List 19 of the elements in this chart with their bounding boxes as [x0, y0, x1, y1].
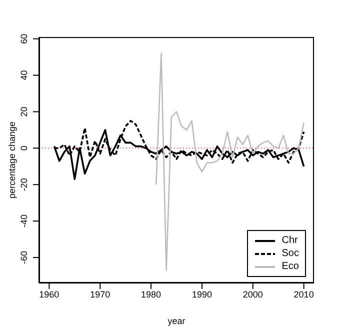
- y-tick-label: 20: [19, 106, 29, 117]
- y-tick-label: -20: [19, 178, 29, 192]
- y-tick-label: -60: [19, 250, 29, 264]
- x-tick-label: 1980: [141, 289, 162, 300]
- x-tick-label: 1990: [192, 289, 212, 300]
- x-tick-label: 2000: [242, 289, 263, 300]
- line-series: [155, 52, 304, 271]
- y-tick-label: 60: [19, 34, 29, 44]
- x-axis-title: year: [168, 316, 186, 326]
- y-tick-label: 40: [19, 70, 29, 80]
- x-tick-label: 1970: [90, 289, 110, 300]
- y-axis-title: percentage change: [7, 121, 18, 199]
- x-tick-label: 1960: [39, 289, 60, 300]
- y-tick-label: -40: [19, 214, 29, 228]
- legend-label: Eco: [282, 260, 299, 273]
- x-tick-label: 2010: [294, 289, 314, 300]
- y-tick-label: 0: [19, 146, 29, 151]
- legend-label: Chr: [282, 234, 298, 247]
- legend-label: Soc: [282, 247, 299, 260]
